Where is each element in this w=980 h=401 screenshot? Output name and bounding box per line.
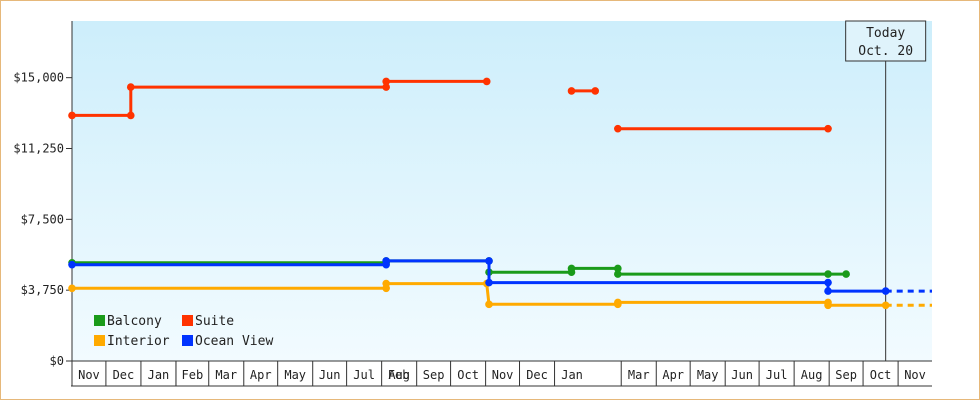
data-point-interior [824,301,832,310]
data-point-ocean-view [824,278,832,287]
data-point-suite [591,87,600,95]
y-tick-label: $0 [50,354,64,368]
legend-swatch-interior [94,335,105,346]
today-label: Today [866,26,905,41]
x-tick-label: Aug [388,368,410,382]
plot-area [72,21,932,361]
legend-label-ocean-view: Ocean View [195,334,273,349]
data-point-suite [382,77,390,86]
data-point-ocean-view [68,260,76,269]
data-point-interior [485,300,493,309]
x-tick-label: Sep [835,368,857,382]
y-tick-label: $11,250 [13,142,64,156]
data-point-interior [614,298,622,307]
x-tick-label: Nov [492,368,514,382]
x-tick-label: Jun [319,368,341,382]
x-tick-label: Jan [561,368,583,382]
data-point-balcony [614,264,622,273]
legend-label-interior: Interior [107,334,170,349]
x-tick-label: Jul [766,368,788,382]
x-tick-label: Oct [457,368,479,382]
legend-label-balcony: Balcony [107,314,162,329]
data-point-interior [382,279,390,288]
legend: Balcony Suite Interior Ocean View [94,314,273,349]
x-tick-label: Apr [250,368,272,382]
data-point-balcony [842,270,850,278]
x-tick-label: Jan [148,368,170,382]
today-date-label: Oct. 20 [858,44,913,59]
data-point-interior [881,301,890,310]
x-tick-label: Feb [388,368,410,382]
data-point-suite [482,77,491,86]
x-tick-label: Nov [904,368,926,382]
data-point-ocean-view [881,287,890,295]
series-ocean-view [68,257,932,295]
x-tick-label: Feb [182,368,204,382]
data-point-balcony [614,270,622,278]
today-box [845,20,927,62]
y-axis: $0 $3,750 $7,500 $11,250 $15,000 [13,21,73,368]
x-axis: Nov Dec Jan Feb Mar Apr May Jun Jul Aug Sep Oct Nov D… [71,360,932,387]
data-point-suite [567,87,576,95]
x-tick-label: Dec [113,368,135,382]
data-point-ocean-view [485,278,493,287]
x-tick-label: Aug [801,368,823,382]
data-point-suite [382,83,390,91]
x-tick-label: Nov [78,368,100,382]
series-line-suite [72,79,487,117]
series-layer [68,77,932,310]
data-point-balcony [824,270,832,278]
x-tick-label: Apr [662,368,684,382]
x-tick-label: Dec [526,368,548,382]
x-tick-label: Jul [353,368,375,382]
data-point-suite [824,124,832,133]
data-point-suite [68,111,76,120]
x-tick-label: Oct [870,368,892,382]
series-suite [68,77,832,133]
data-point-suite [126,111,135,120]
legend-swatch-balcony [94,315,105,326]
x-tick-label: Jun [731,368,753,382]
x-tick-label: Mar [628,368,650,382]
x-tick-label: Sep [423,368,445,382]
data-point-suite [614,124,622,133]
data-point-suite [126,83,135,91]
x-tick-label: May [284,368,306,382]
today-marker: Today Oct. 20 [845,20,927,361]
series-interior [68,279,932,310]
data-point-balcony [567,264,576,273]
legend-swatch-suite [182,315,193,326]
y-tick-label: $3,750 [21,283,64,297]
x-tick-label: May [697,368,719,382]
y-tick-label: $7,500 [21,212,64,226]
y-tick-label: $15,000 [13,71,64,85]
data-point-ocean-view [382,257,390,265]
legend-swatch-ocean-view [182,335,193,346]
x-tick-label: Mar [215,368,237,382]
data-point-ocean-view [485,257,493,265]
legend-label-suite: Suite [195,314,234,329]
data-point-ocean-view [824,287,832,295]
data-point-interior [68,284,76,293]
